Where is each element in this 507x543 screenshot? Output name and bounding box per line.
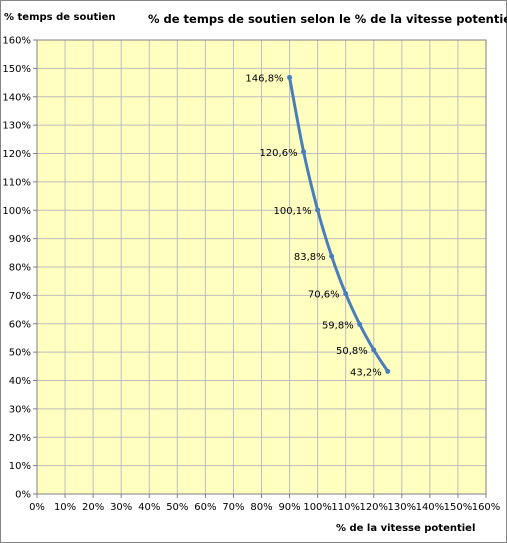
data-point — [329, 253, 335, 259]
x-tick-label: 30% — [110, 502, 132, 513]
data-label: 100,1% — [273, 206, 311, 217]
data-label: 120,6% — [259, 148, 297, 159]
y-tick-label: 70% — [9, 291, 31, 302]
data-label: 50,8% — [336, 346, 368, 357]
chart-title: % de temps de soutien selon le % de la v… — [148, 12, 507, 26]
y-tick-label: 140% — [2, 92, 31, 103]
data-point — [343, 291, 349, 297]
data-point — [287, 74, 293, 80]
data-point — [385, 368, 391, 374]
data-point — [357, 321, 363, 327]
y-tick-label: 110% — [2, 177, 31, 188]
data-label: 83,8% — [294, 252, 326, 263]
x-tick-label: 140% — [416, 502, 445, 513]
x-tick-label: 10% — [54, 502, 76, 513]
data-label: 43,2% — [350, 367, 382, 378]
y-tick-label: 60% — [9, 319, 31, 330]
y-tick-label: 90% — [9, 234, 31, 245]
y-tick-label: 40% — [9, 376, 31, 387]
x-tick-label: 80% — [250, 502, 272, 513]
y-axis-title: % temps de soutien — [4, 12, 116, 23]
y-tick-label: 100% — [2, 206, 31, 217]
data-point — [371, 347, 377, 353]
x-tick-label: 40% — [138, 502, 160, 513]
data-point — [301, 149, 307, 155]
x-tick-label: 110% — [331, 502, 360, 513]
x-tick-label: 50% — [166, 502, 188, 513]
data-point — [315, 207, 321, 213]
x-tick-label: 100% — [303, 502, 332, 513]
y-tick-label: 10% — [9, 461, 31, 472]
x-tick-label: 130% — [388, 502, 417, 513]
x-axis-title: % de la vitesse potentiel — [336, 523, 476, 534]
y-tick-label: 20% — [9, 433, 31, 444]
x-tick-label: 160% — [472, 502, 501, 513]
data-label: 70,6% — [308, 290, 340, 301]
x-tick-label: 70% — [222, 502, 244, 513]
y-tick-label: 130% — [2, 121, 31, 132]
y-tick-label: 150% — [2, 64, 31, 75]
x-tick-label: 60% — [194, 502, 216, 513]
x-tick-label: 0% — [29, 502, 45, 513]
y-tick-label: 160% — [2, 36, 31, 47]
y-tick-label: 30% — [9, 404, 31, 415]
x-tick-label: 150% — [444, 502, 473, 513]
x-tick-label: 90% — [278, 502, 300, 513]
x-tick-label: 20% — [82, 502, 104, 513]
y-tick-label: 80% — [9, 263, 31, 274]
x-tick-label: 120% — [359, 502, 388, 513]
y-tick-label: 120% — [2, 149, 31, 160]
data-label: 59,8% — [322, 320, 354, 331]
y-tick-label: 50% — [9, 348, 31, 359]
data-label: 146,8% — [245, 73, 283, 84]
y-tick-label: 0% — [15, 490, 31, 501]
